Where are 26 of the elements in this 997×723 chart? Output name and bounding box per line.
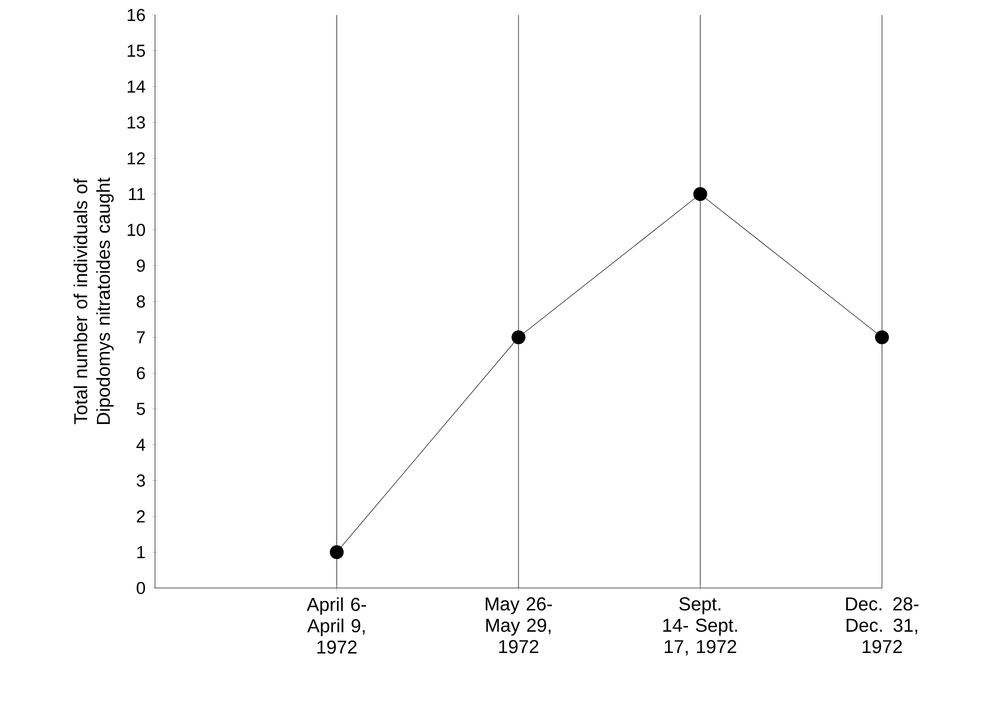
point [693, 187, 708, 201]
point [330, 545, 344, 560]
y-tick-label: 5 [136, 402, 145, 415]
y-tick-label: 13 [128, 116, 145, 129]
y-tick-label: 8 [136, 295, 145, 308]
y-axis-title: Total number of individuals of Dipodomys nitratoides caught [74, 178, 114, 424]
y-tick-label: 4 [136, 438, 146, 451]
x-tick-label: Dec. 28- Dec. 31, 1972 [846, 597, 919, 654]
y-tick-label: 10 [128, 224, 145, 236]
y-tick-label: 1 [137, 546, 145, 558]
x-tick-label: May 26- May 29, 1972 [486, 597, 552, 654]
y-tick-label: 15 [128, 44, 145, 57]
x-tick-label: April 6- April 9, 1972 [306, 597, 366, 654]
y-tick-label: 14 [128, 80, 146, 93]
x-tick-label: Sept. 14- Sept. 17, 1972 [663, 597, 737, 656]
y-tick-label: 11 [128, 188, 145, 200]
point [512, 330, 526, 344]
y-tick-label: 2 [136, 510, 145, 522]
y-tick-label: 9 [136, 260, 145, 272]
y-tick-label: 0 [136, 582, 145, 594]
point [875, 330, 889, 344]
y-tick-label: 12 [128, 152, 145, 164]
y-tick-label: 6 [136, 366, 145, 380]
y-tick-label: 16 [128, 8, 145, 22]
y-tick-label: 7 [136, 331, 145, 344]
y-tick-label: 3 [136, 474, 145, 487]
